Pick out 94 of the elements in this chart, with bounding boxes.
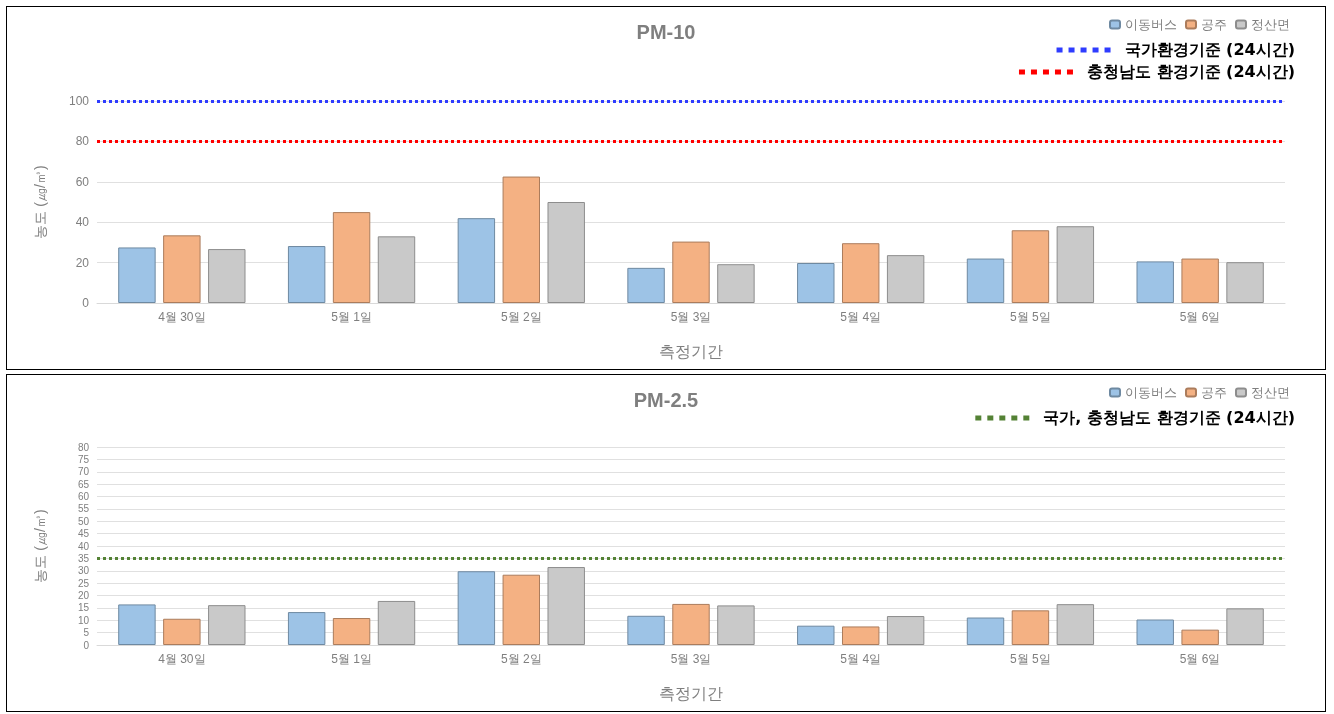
bar	[1056, 604, 1095, 645]
x-tick-label: 5월 6일	[1179, 652, 1221, 666]
y-tick-label: 10	[77, 614, 90, 626]
bar	[672, 603, 710, 645]
x-tick-label: 5월 4일	[840, 652, 882, 666]
bar	[118, 247, 156, 303]
y-tick-label: 45	[77, 528, 90, 540]
y-tick-label: 50	[77, 515, 90, 527]
legend-label: 정산면	[1251, 385, 1290, 400]
y-axis-title: 농도 (㎍/㎥)	[32, 509, 48, 583]
y-tick-label: 75	[77, 453, 90, 465]
bar	[627, 615, 665, 645]
bar	[502, 176, 540, 303]
bar	[966, 258, 1005, 303]
x-tick-label: 5월 5일	[1010, 310, 1051, 324]
y-tick-label: 60	[75, 174, 90, 189]
bar	[377, 600, 416, 645]
y-tick-label: 15	[77, 602, 90, 614]
y-tick-label: 5	[83, 627, 90, 639]
bar	[332, 618, 371, 645]
legend-label: 정산면	[1251, 17, 1290, 32]
chart-title: PM-10	[636, 21, 696, 43]
bar	[163, 235, 201, 303]
y-tick-label: 20	[75, 255, 90, 270]
y-tick-label: 65	[77, 478, 90, 490]
bar	[208, 249, 246, 303]
x-tick-label: 5월 6일	[1179, 310, 1221, 324]
bar	[208, 605, 246, 645]
x-tick-label: 5월 1일	[331, 310, 372, 324]
bar	[502, 574, 540, 645]
bar	[966, 617, 1005, 645]
x-tick-label: 5월 3일	[670, 310, 712, 324]
bar	[547, 567, 585, 645]
bar	[627, 267, 665, 303]
legend-label: 이동버스	[1125, 17, 1177, 32]
x-tick-label: 5월 1일	[331, 652, 372, 666]
bar	[842, 626, 880, 645]
legend-label: 공주	[1201, 17, 1227, 32]
bar	[547, 202, 585, 303]
bar	[1226, 608, 1264, 645]
x-tick-label: 5월 2일	[500, 652, 542, 666]
y-tick-label: 55	[77, 503, 90, 515]
y-tick-label: 80	[75, 134, 90, 149]
bar	[1011, 230, 1050, 303]
x-tick-label: 4월 30일	[158, 652, 206, 666]
x-axis-title: 측정기간	[659, 342, 723, 360]
y-tick-label: 60	[77, 491, 90, 502]
bar	[1136, 619, 1174, 645]
x-tick-label: 5월 2일	[500, 310, 542, 324]
bar	[287, 612, 326, 645]
bar	[1181, 258, 1219, 303]
y-tick-label: 25	[77, 577, 90, 589]
bar	[332, 212, 371, 303]
bar	[842, 243, 880, 303]
legend-label: 국가환경기준 (24시간)	[1124, 39, 1296, 59]
x-tick-label: 5월 5일	[1010, 652, 1051, 666]
bar	[287, 246, 326, 303]
bar	[1011, 610, 1050, 645]
x-axis-title: 측정기간	[659, 684, 723, 702]
y-tick-label: 100	[68, 94, 90, 108]
y-axis-title: 농도 (㎍/㎥)	[32, 165, 48, 239]
chart-title: PM-2.5	[633, 389, 699, 411]
bar	[377, 236, 416, 303]
bar	[1056, 226, 1095, 303]
y-tick-label: 80	[77, 441, 90, 453]
bar	[1226, 262, 1264, 303]
bar	[672, 241, 710, 303]
y-tick-label: 35	[77, 552, 90, 564]
legend-label: 공주	[1201, 385, 1227, 400]
y-tick-label: 40	[75, 215, 90, 230]
bar	[886, 616, 925, 645]
bar	[797, 263, 835, 303]
bar	[797, 625, 835, 645]
bar	[163, 618, 201, 645]
legend-label: 충청남도 환경기준 (24시간)	[1086, 61, 1295, 81]
bar	[457, 571, 496, 645]
y-tick-label: 40	[77, 540, 90, 552]
y-tick-label: 30	[77, 565, 90, 577]
bar	[118, 604, 156, 645]
y-tick-label: 70	[77, 466, 90, 478]
x-tick-label: 5월 4일	[840, 310, 882, 324]
bar	[1181, 629, 1219, 645]
bar	[717, 605, 755, 645]
bar	[457, 218, 496, 303]
legend-label: 이동버스	[1125, 385, 1177, 400]
y-tick-label: 0	[82, 296, 90, 310]
legend-label: 국가, 충청남도 환경기준 (24시간)	[1043, 407, 1296, 427]
bar	[717, 264, 755, 303]
y-tick-label: 20	[77, 590, 90, 601]
y-tick-label: 0	[83, 639, 90, 651]
bar	[1136, 261, 1174, 303]
x-tick-label: 5월 3일	[670, 652, 712, 666]
x-tick-label: 4월 30일	[158, 310, 206, 324]
bar	[886, 255, 925, 303]
